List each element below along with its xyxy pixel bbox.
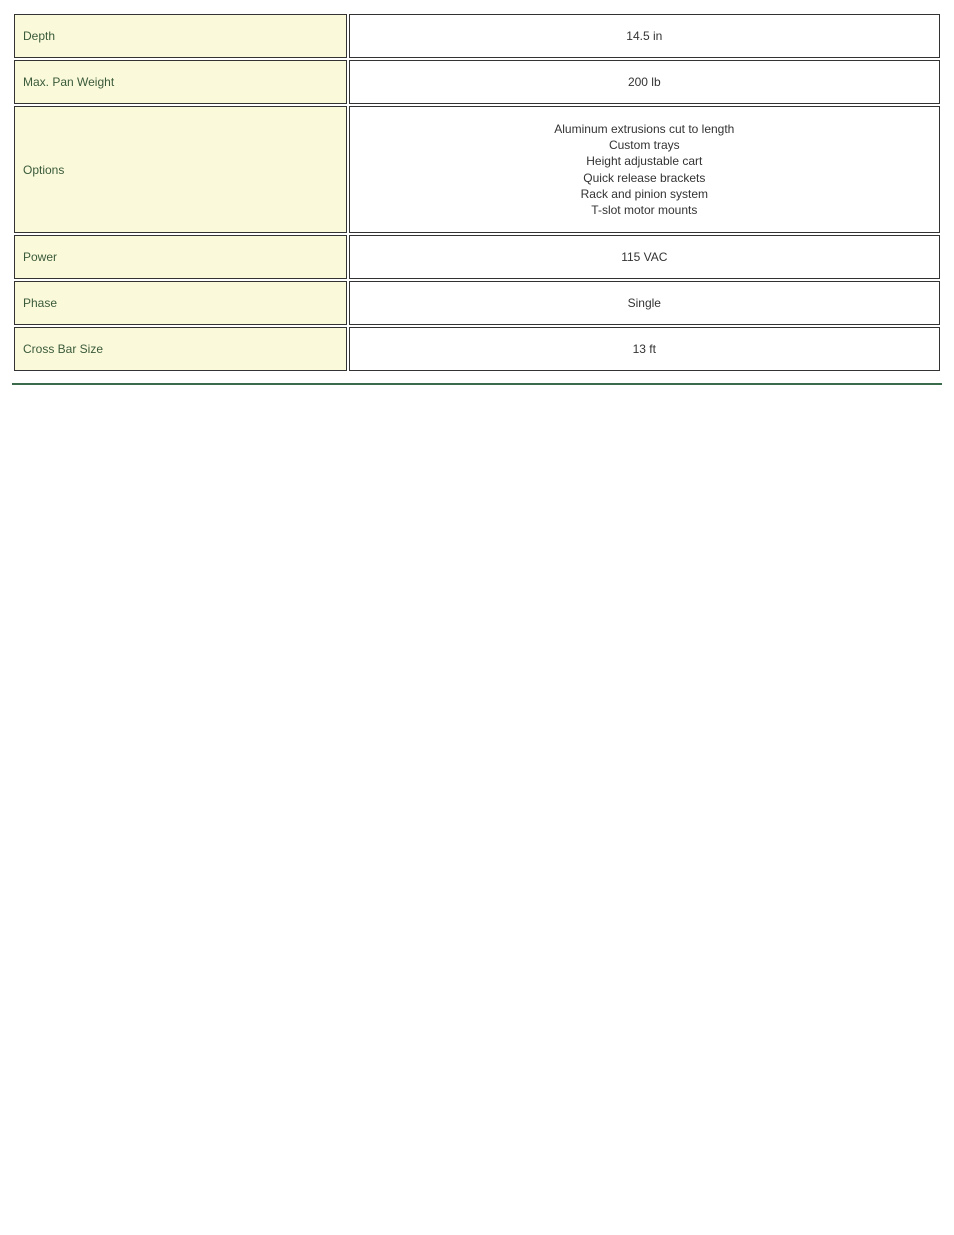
spec-label: Power bbox=[14, 235, 347, 279]
spec-table: Depth 14.5 in Max. Pan Weight 200 lb Opt… bbox=[12, 12, 942, 373]
table-row: Options Aluminum extrusions cut to lengt… bbox=[14, 106, 940, 233]
spec-value: 115 VAC bbox=[349, 235, 940, 279]
spec-value: 14.5 in bbox=[349, 14, 940, 58]
table-row: Depth 14.5 in bbox=[14, 14, 940, 58]
spec-label: Cross Bar Size bbox=[14, 327, 347, 371]
spec-label: Depth bbox=[14, 14, 347, 58]
spec-value: Aluminum extrusions cut to lengthCustom … bbox=[349, 106, 940, 233]
table-row: Phase Single bbox=[14, 281, 940, 325]
table-row: Max. Pan Weight 200 lb bbox=[14, 60, 940, 104]
spec-value: Single bbox=[349, 281, 940, 325]
table-row: Power 115 VAC bbox=[14, 235, 940, 279]
spec-label: Options bbox=[14, 106, 347, 233]
spec-label: Max. Pan Weight bbox=[14, 60, 347, 104]
table-row: Cross Bar Size 13 ft bbox=[14, 327, 940, 371]
section-divider bbox=[12, 383, 942, 385]
spec-label: Phase bbox=[14, 281, 347, 325]
spec-value-multiline: Aluminum extrusions cut to lengthCustom … bbox=[358, 121, 931, 218]
spec-value: 200 lb bbox=[349, 60, 940, 104]
spec-value: 13 ft bbox=[349, 327, 940, 371]
